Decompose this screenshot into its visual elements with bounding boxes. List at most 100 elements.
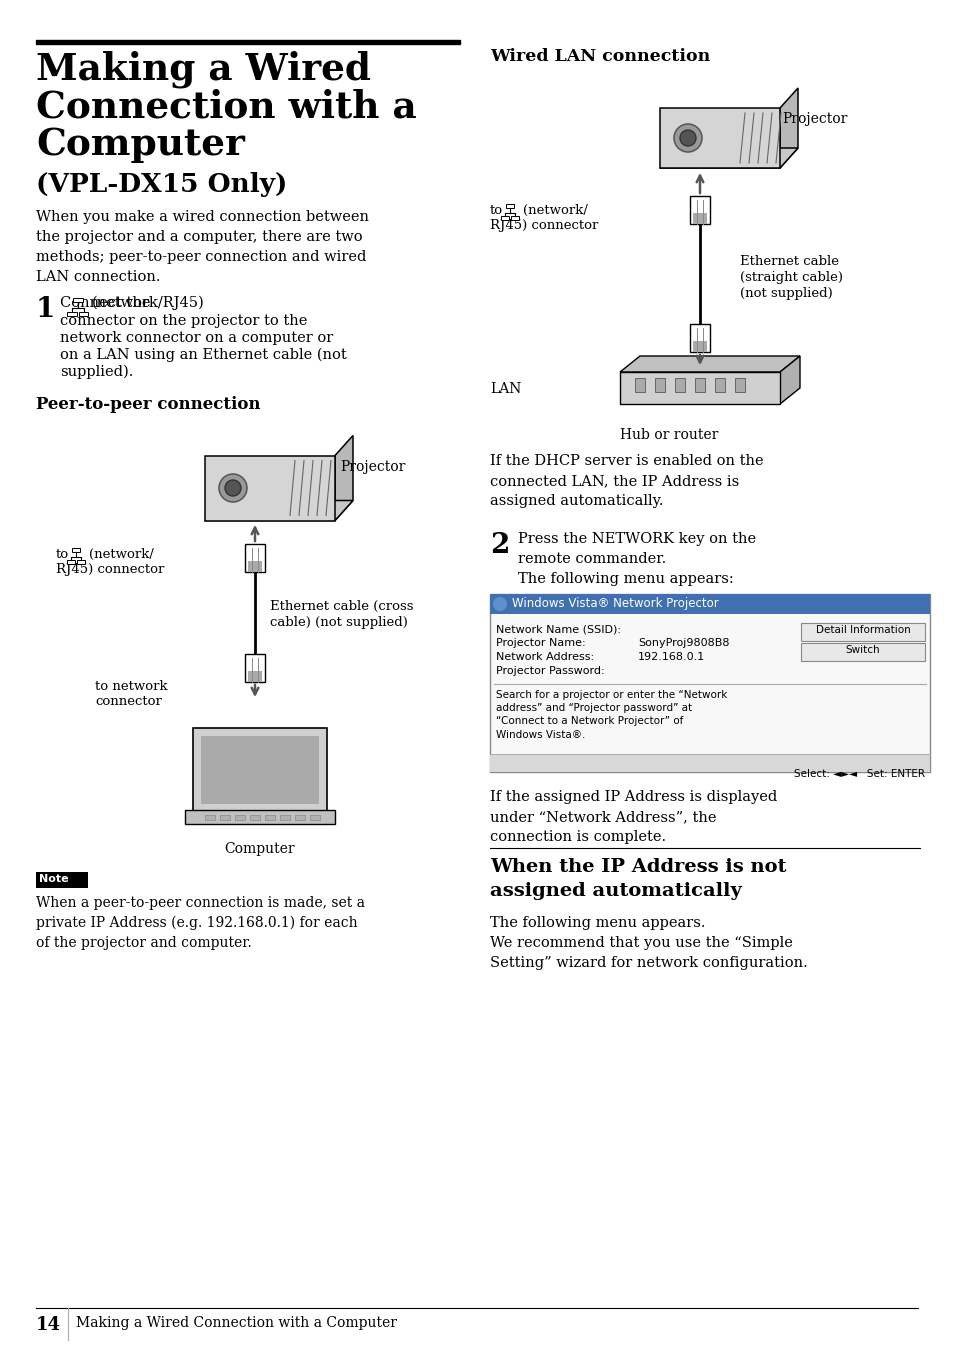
Bar [78,312,89,316]
Text: assigned automatically: assigned automatically [490,882,741,900]
Text: Select: ◄►◄   Set: ENTER: Select: ◄►◄ Set: ENTER [793,769,924,779]
Text: 192.168.0.1: 192.168.0.1 [638,652,704,662]
Bar [265,815,274,821]
Bar [248,671,262,681]
Text: supplied).: supplied). [60,365,133,380]
Bar [73,297,83,301]
Text: LAN: LAN [490,383,521,396]
Bar [248,561,262,572]
Bar [205,456,335,521]
Text: (VPL-DX15 Only): (VPL-DX15 Only) [36,172,287,197]
Bar [234,815,245,821]
Text: Detail Information: Detail Information [815,625,909,635]
Bar [692,212,706,224]
Text: (network/RJ45): (network/RJ45) [91,296,205,311]
Circle shape [219,475,247,502]
Bar [714,379,724,392]
Bar [220,815,230,821]
Text: 2: 2 [490,531,509,558]
Polygon shape [780,88,797,168]
Text: When the IP Address is not: When the IP Address is not [490,859,785,876]
Bar [689,196,709,224]
Polygon shape [335,435,353,521]
Text: Press the NETWORK key on the
remote commander.: Press the NETWORK key on the remote comm… [517,531,756,566]
Bar [695,379,704,392]
Bar [245,654,265,681]
Text: connector on the projector to the: connector on the projector to the [60,314,307,329]
Text: Ethernet cable: Ethernet cable [740,256,838,268]
Text: Note: Note [39,873,69,884]
FancyBboxPatch shape [801,623,924,641]
Bar [36,872,88,888]
Text: RJ45) connector: RJ45) connector [56,562,164,576]
Text: Peer-to-peer connection: Peer-to-peer connection [36,396,260,412]
Text: cable) (not supplied): cable) (not supplied) [270,617,408,629]
Text: RJ45) connector: RJ45) connector [490,219,598,233]
FancyBboxPatch shape [801,644,924,661]
Text: to: to [56,548,69,561]
Text: The following menu appears.
We recommend that you use the “Simple
Setting” wizar: The following menu appears. We recommend… [490,917,807,971]
Bar [490,754,929,772]
Text: Projector: Projector [781,112,846,126]
Bar [490,594,929,772]
Bar [659,108,780,168]
FancyBboxPatch shape [193,727,327,813]
Bar [76,560,85,564]
Bar [655,379,664,392]
Text: on a LAN using an Ethernet cable (not: on a LAN using an Ethernet cable (not [60,347,346,362]
Text: 14: 14 [36,1315,61,1334]
Bar [675,379,684,392]
Text: Making a Wired Connection with a Computer: Making a Wired Connection with a Compute… [76,1315,396,1330]
Bar [294,815,305,821]
Text: Windows Vista® Network Projector: Windows Vista® Network Projector [512,598,718,610]
Bar [689,324,709,352]
Text: (network/: (network/ [522,204,587,218]
Bar [490,594,929,614]
Text: Network Address:: Network Address: [496,652,594,662]
Text: to network: to network [95,680,168,694]
Bar [510,216,518,220]
Text: When a peer-to-peer connection is made, set a
private IP Address (e.g. 192.168.0: When a peer-to-peer connection is made, … [36,896,365,949]
Bar [201,735,318,804]
Text: (network/: (network/ [89,548,153,561]
Text: Projector: Projector [339,460,405,475]
Text: Computer: Computer [36,126,245,164]
Text: Projector Password:: Projector Password: [496,667,604,676]
Text: Computer: Computer [225,842,295,856]
Circle shape [493,598,506,611]
Bar [635,379,644,392]
Circle shape [679,130,696,146]
Text: The following menu appears:: The following menu appears: [517,572,733,585]
Circle shape [225,480,241,496]
Circle shape [673,124,701,151]
Text: Hub or router: Hub or router [619,429,718,442]
Text: to: to [490,204,502,218]
Text: Making a Wired: Making a Wired [36,50,371,88]
Bar [36,41,459,45]
Text: connector: connector [95,695,162,708]
Text: Projector Name:: Projector Name: [496,638,585,648]
Bar [280,815,290,821]
Text: Wired LAN connection: Wired LAN connection [490,49,709,65]
Text: (straight cable): (straight cable) [740,270,842,284]
Text: (not supplied): (not supplied) [740,287,832,300]
Text: When you make a wired connection between
the projector and a computer, there are: When you make a wired connection between… [36,210,369,284]
Bar [619,372,780,404]
Text: Ethernet cable (cross: Ethernet cable (cross [270,600,413,612]
Text: Network Name (SSID):: Network Name (SSID): [496,625,620,634]
Polygon shape [619,356,800,372]
Bar [185,810,335,823]
Text: 1: 1 [36,296,55,323]
Bar [68,312,77,316]
Text: SonyProj9808B8: SonyProj9808B8 [638,638,729,648]
Polygon shape [205,500,353,521]
Bar [67,560,75,564]
Polygon shape [659,147,797,168]
Bar [245,544,265,572]
Bar [734,379,744,392]
Bar [500,216,509,220]
Bar [250,815,260,821]
Text: Search for a projector or enter the “Network
address” and “Projector password” a: Search for a projector or enter the “Net… [496,690,726,740]
Text: Connection with a: Connection with a [36,88,416,124]
Bar [692,341,706,352]
